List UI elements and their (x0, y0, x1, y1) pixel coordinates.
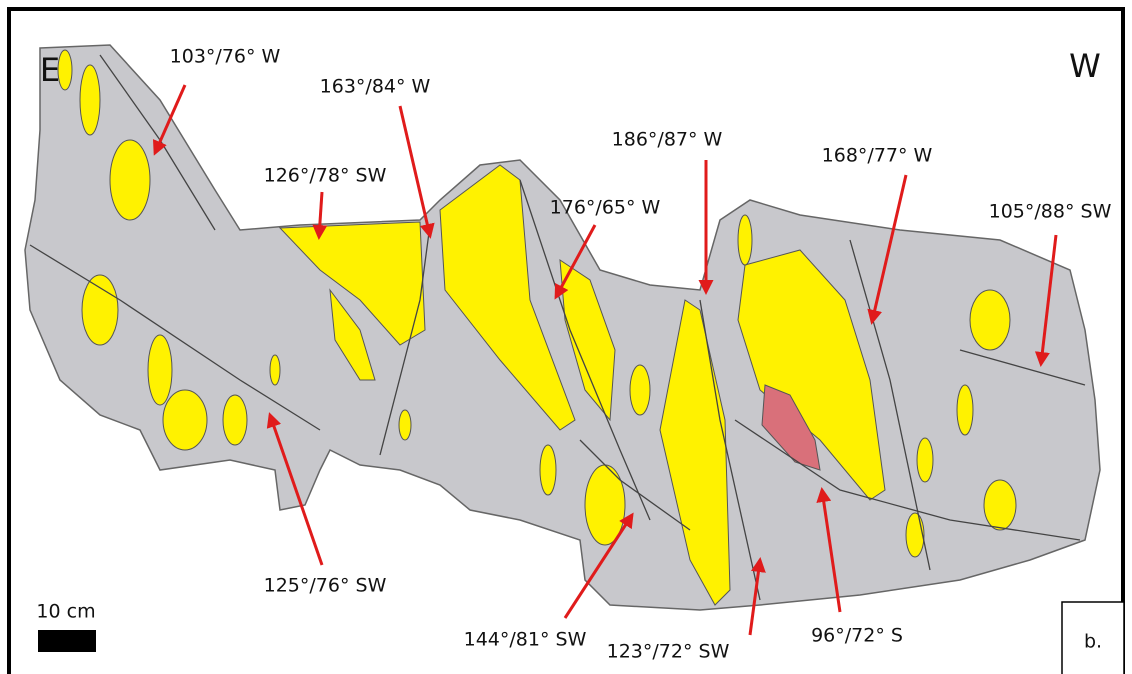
orientation-label: 105°/88° SW (989, 201, 1112, 223)
panel-label: b. (1084, 631, 1102, 653)
orientation-label: 103°/76° W (170, 46, 281, 68)
orientation-label: 123°/72° SW (607, 641, 730, 663)
orientation-label: 163°/84° W (320, 76, 431, 98)
orientation-label: 125°/76° SW (264, 575, 387, 597)
scale-label: 10 cm (36, 601, 95, 623)
direction-label: W (1069, 47, 1101, 85)
orientation-label: 176°/65° W (550, 197, 661, 219)
orientation-label: 96°/72° S (811, 625, 903, 647)
scale-bar (38, 630, 96, 652)
orientation-label: 168°/77° W (822, 145, 933, 167)
orientation-label: 144°/81° SW (464, 629, 587, 651)
direction-label: E (40, 51, 60, 89)
figure: E W 103°/76° W 163°/84° W 126°/78° SW 18… (0, 0, 1132, 674)
orientation-label: 186°/87° W (612, 129, 723, 151)
orientation-label: 126°/78° SW (264, 165, 387, 187)
page: E W 103°/76° W 163°/84° W 126°/78° SW 18… (0, 0, 1132, 674)
